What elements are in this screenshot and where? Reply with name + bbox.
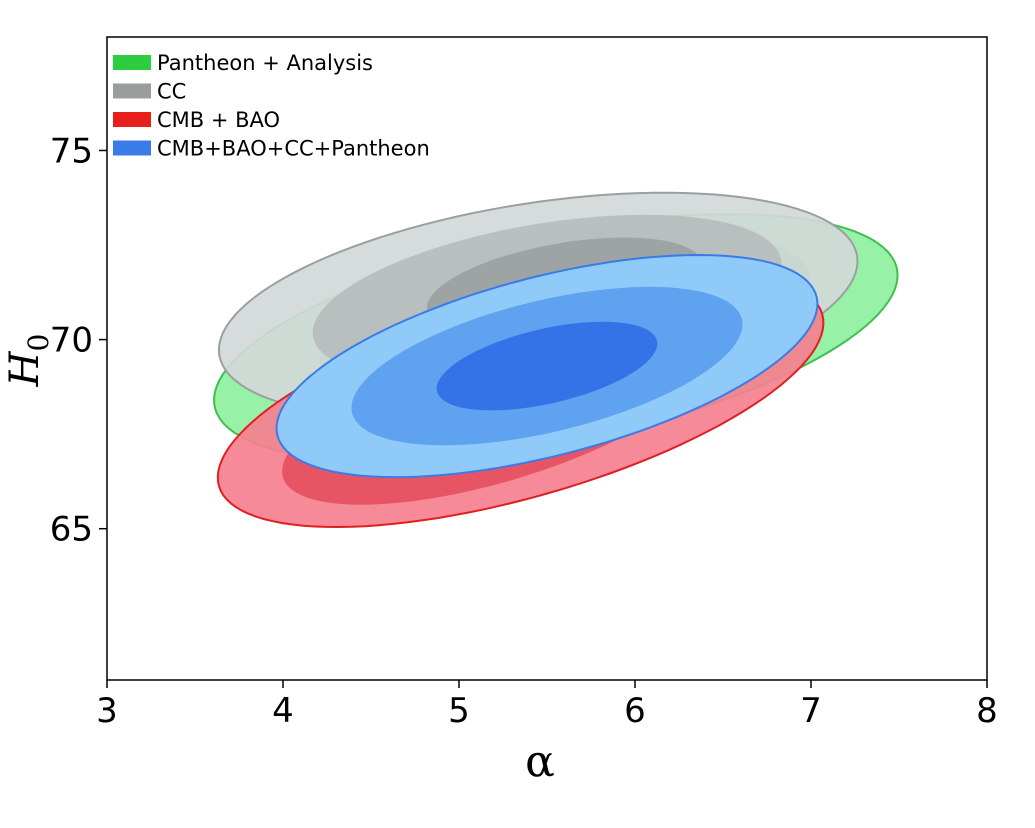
x-axis-label: α: [525, 736, 555, 787]
contour-layer: [213, 191, 899, 529]
y-axis-label-main: H: [2, 350, 48, 387]
y-axis-label-subscript: 0: [22, 334, 55, 352]
y-tick-label: 65: [50, 510, 93, 550]
x-tick-label: 7: [800, 691, 822, 731]
svg-text:H0: H0: [2, 334, 55, 388]
contour-series: [275, 253, 819, 479]
legend-label: Pantheon + Analysis: [157, 51, 373, 75]
y-axis-label: H0: [2, 334, 55, 388]
contour-level: [436, 321, 658, 411]
x-tick-label: 6: [624, 691, 646, 731]
legend-label: CMB+BAO+CC+Pantheon: [157, 137, 430, 161]
x-axis-ticks: 3 4 5 6 7 8: [96, 680, 998, 731]
x-tick-label: 3: [96, 691, 118, 731]
x-tick-label: 8: [976, 691, 998, 731]
legend-label: CC: [157, 80, 186, 104]
legend-swatch: [113, 112, 151, 127]
legend-swatch: [113, 55, 151, 70]
x-tick-label: 4: [272, 691, 294, 731]
y-tick-label: 75: [50, 131, 93, 171]
legend: Pantheon + Analysis CC CMB + BAO CMB+BAO+CC…: [113, 51, 430, 161]
y-axis-ticks: 65 70 75: [50, 131, 107, 550]
x-tick-label: 5: [448, 691, 470, 731]
legend-label: CMB + BAO: [157, 108, 280, 132]
plot-frame: [106, 36, 988, 681]
legend-swatch: [113, 83, 151, 99]
y-tick-label: 70: [50, 321, 93, 361]
legend-swatch: [113, 140, 151, 156]
